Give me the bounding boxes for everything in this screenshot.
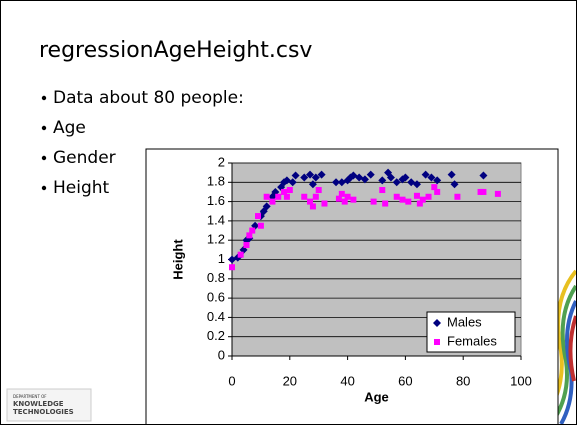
- data-point: [405, 199, 411, 205]
- data-point: [434, 189, 440, 195]
- data-point: [382, 201, 388, 207]
- bullet-dot: [42, 126, 46, 130]
- logo-text: KNOWLEDGE: [13, 400, 64, 408]
- data-point: [258, 223, 264, 229]
- bullet-text: Height: [53, 178, 110, 198]
- data-point: [345, 194, 351, 200]
- data-point: [400, 197, 406, 203]
- x-axis-label: Age: [364, 389, 389, 404]
- y-tick-label: 1.2: [207, 232, 225, 247]
- data-point: [321, 201, 327, 207]
- data-point: [238, 252, 244, 258]
- data-point: [269, 199, 275, 205]
- logo-text: DEPARTMENT OF: [13, 394, 47, 399]
- x-tick-label: 0: [228, 373, 235, 388]
- data-point: [350, 197, 356, 203]
- data-point: [316, 187, 322, 193]
- data-point: [495, 191, 501, 197]
- data-point: [243, 242, 249, 248]
- data-point: [480, 189, 486, 195]
- y-tick-label: 0.4: [207, 309, 225, 324]
- legend-marker: [434, 339, 440, 345]
- data-point: [301, 194, 307, 200]
- data-point: [310, 203, 316, 209]
- y-axis-label: Height: [170, 239, 185, 280]
- x-tick-label: 100: [510, 373, 532, 388]
- x-tick-label: 60: [398, 373, 412, 388]
- slide-title: regressionAgeHeight.csv: [39, 38, 312, 63]
- legend: Males Females: [427, 312, 515, 352]
- bullet-text: Gender: [53, 148, 116, 168]
- data-point: [249, 228, 255, 234]
- x-tick-label: 40: [340, 373, 354, 388]
- logo-text: TECHNOLOGIES: [13, 408, 74, 416]
- data-point: [313, 194, 319, 200]
- data-point: [454, 194, 460, 200]
- data-point: [339, 191, 345, 197]
- data-point: [426, 194, 432, 200]
- data-point: [287, 187, 293, 193]
- bullet-dot: [42, 186, 46, 190]
- data-point: [284, 194, 290, 200]
- bullet-dot: [42, 156, 46, 160]
- data-point: [394, 194, 400, 200]
- legend-label: Males: [447, 314, 482, 329]
- slide-canvas: regressionAgeHeight.csv Data about 80 pe…: [1, 1, 576, 424]
- logo: DEPARTMENT OF KNOWLEDGE TECHNOLOGIES: [7, 389, 91, 421]
- y-tick-label: 1.6: [207, 193, 225, 208]
- slide: regressionAgeHeight.csv Data about 80 pe…: [0, 0, 577, 425]
- data-point: [414, 193, 420, 199]
- bullet-text: Data about 80 people:: [53, 88, 244, 108]
- data-point: [229, 264, 235, 270]
- legend-label: Females: [447, 333, 497, 348]
- y-tick-label: 0: [218, 347, 225, 362]
- bullet-text: Age: [53, 118, 86, 138]
- x-tick-label: 80: [456, 373, 470, 388]
- data-point: [264, 194, 270, 200]
- bullet-dot: [42, 96, 46, 100]
- y-tick-label: 0.8: [207, 270, 225, 285]
- data-point: [379, 187, 385, 193]
- data-point: [420, 197, 426, 203]
- y-tick-label: 2: [218, 154, 225, 169]
- y-tick-label: 0.6: [207, 290, 225, 305]
- data-point: [255, 213, 261, 219]
- x-tick-label: 20: [283, 373, 297, 388]
- data-point: [275, 194, 281, 200]
- y-tick-label: 1: [218, 251, 225, 266]
- y-tick-label: 1.8: [207, 174, 225, 189]
- y-tick-label: 0.2: [207, 328, 225, 343]
- data-point: [371, 199, 377, 205]
- y-tick-label: 1.4: [207, 212, 225, 227]
